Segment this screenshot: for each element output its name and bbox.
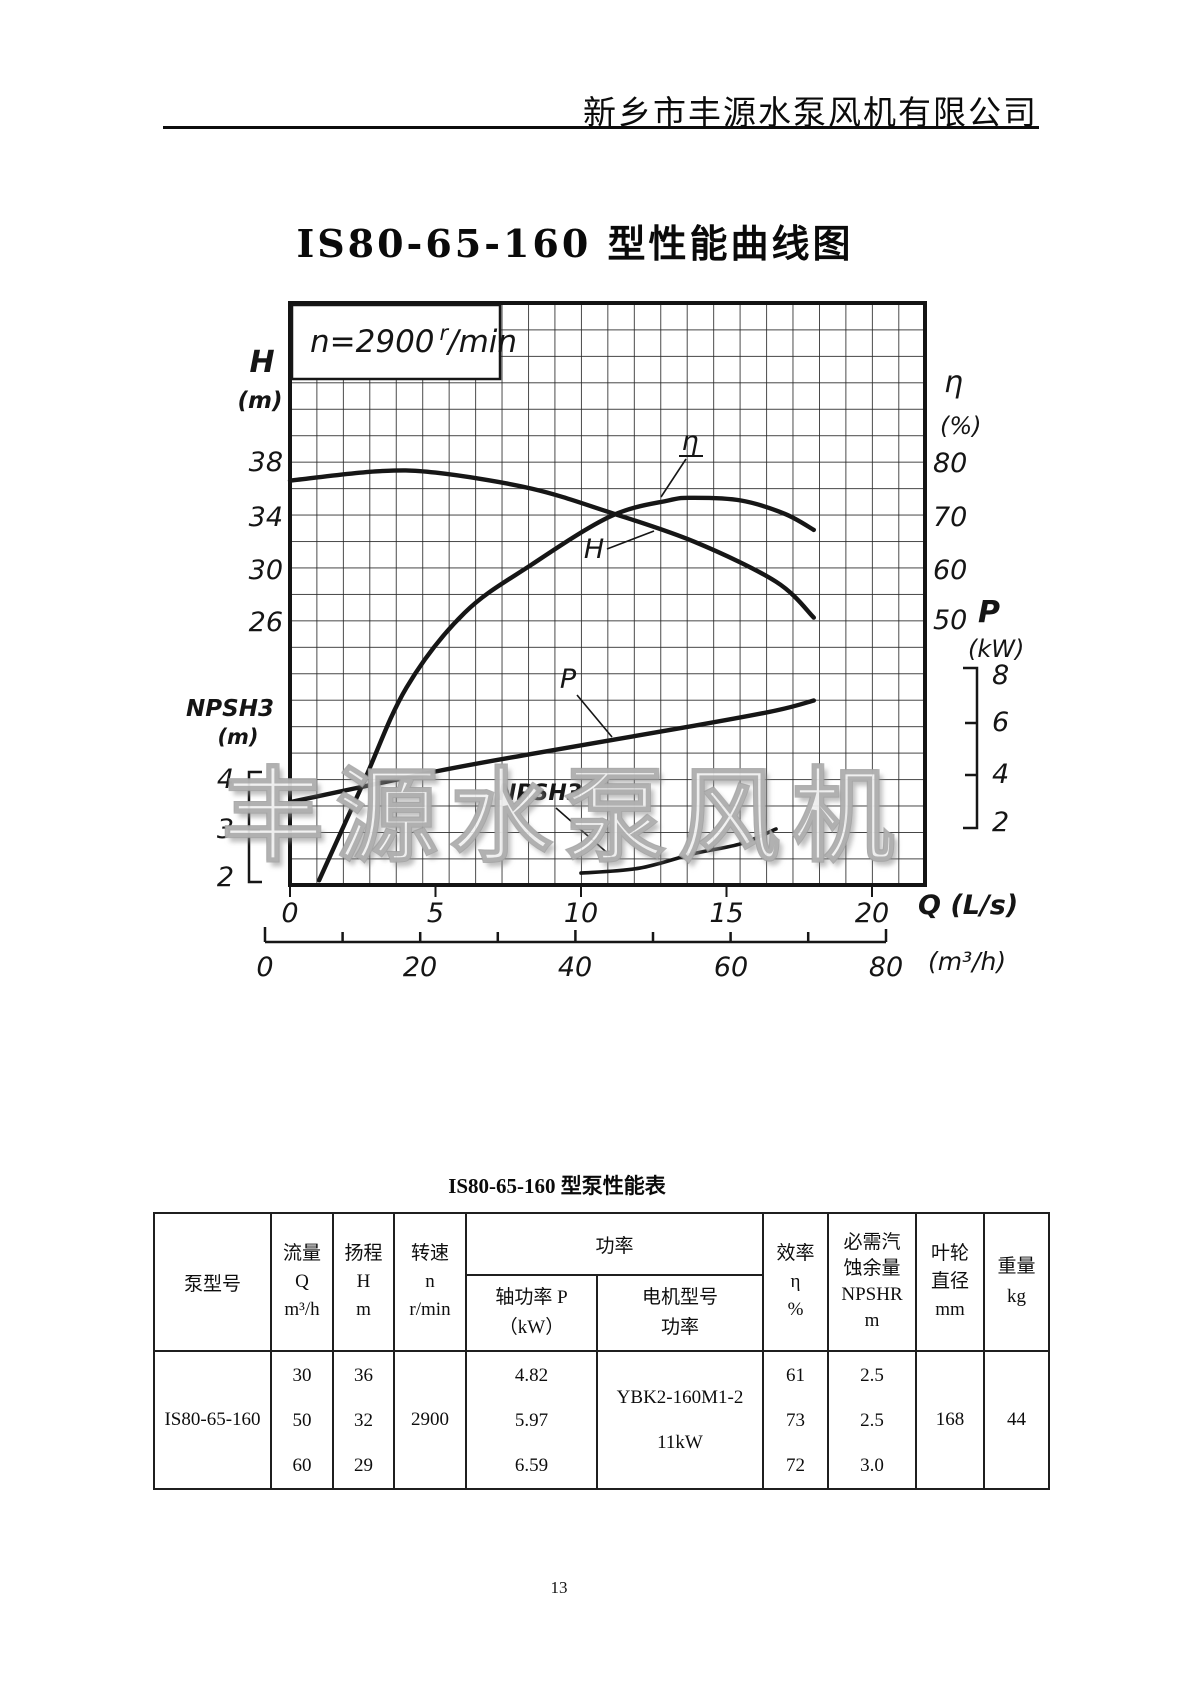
q-ls-axis-label: Q (L/s) [918, 890, 1018, 921]
eta-leader-line [660, 458, 687, 498]
p-curve-label: P [560, 664, 577, 695]
chart-title: IS80-65-160 型性能曲线图 [296, 221, 854, 266]
watermark: 丰源水泵风机 [221, 757, 906, 878]
eta-axis-tick: 70 [933, 502, 967, 533]
p-axis-tick: 8 [992, 660, 1009, 691]
q-m3h-tick-label: 80 [869, 952, 903, 983]
npsh-axis-label: NPSH3 [186, 696, 274, 722]
h-axis-tick: 30 [249, 555, 283, 586]
q-m3h-ruler [263, 927, 888, 944]
cell-speed: 2900 [393, 1350, 467, 1490]
page-number: 13 [550, 1578, 568, 1597]
h-axis-tick: 26 [249, 607, 283, 638]
h-axis-tick: 34 [249, 502, 283, 533]
npsh-axis-bracket [247, 770, 262, 884]
col-shaft-power: 轴功率 P （kW） [465, 1274, 598, 1352]
npsh-axis-tick: 4 [217, 764, 234, 795]
table-title: IS80-65-160 型泵性能表 [448, 1174, 666, 1198]
q-m3h-tick-label: 60 [714, 952, 748, 983]
cell-lift: 36 32 29 [332, 1350, 395, 1490]
cell-flow: 30 50 60 [270, 1350, 334, 1490]
q-ls-tick-label: 15 [709, 898, 743, 929]
cell-shaft-power: 4.82 5.97 6.59 [465, 1350, 598, 1490]
npsh-axis-tick: 2 [217, 862, 234, 893]
col-weight: 重量 kg [983, 1212, 1051, 1352]
plot-border [288, 301, 927, 887]
p-axis-bracket [963, 666, 979, 830]
npsh-axis-tick: 3 [217, 814, 234, 845]
h-leader-line [606, 530, 655, 550]
q-ls-tick-label: 10 [564, 898, 598, 929]
p-axis-label: P [978, 595, 1000, 630]
q-ls-tick-label: 5 [427, 898, 444, 929]
eta-axis-unit: (%) [940, 412, 982, 440]
q-m3h-tick-label: 40 [558, 952, 592, 983]
h-axis-unit: (m) [238, 388, 283, 414]
q-ls-tick-label: 0 [281, 898, 298, 929]
cell-npshr: 2.5 2.5 3.0 [827, 1350, 918, 1490]
col-flow: 流量 Q m³/h [270, 1212, 334, 1352]
curve-H [287, 468, 816, 620]
col-lift: 扬程 H m [332, 1212, 395, 1352]
col-model: 泵型号 [153, 1212, 272, 1352]
h-axis-label: H [249, 345, 274, 380]
eta-curve-label: η [681, 426, 698, 457]
curve-NPSH3 [579, 827, 778, 875]
p-axis-tick: 2 [992, 807, 1009, 838]
p-axis-tick: 4 [992, 759, 1009, 790]
p-axis-unit: (kW) [968, 635, 1024, 663]
col-efficiency: 效率 η % [762, 1212, 830, 1352]
p-leader-line [576, 694, 613, 738]
q-m3h-tick-label: 0 [256, 952, 273, 983]
curves-group [287, 468, 816, 883]
plot-grid [290, 303, 925, 885]
cell-weight: 44 [983, 1350, 1051, 1490]
q-ls-ticks [289, 886, 873, 897]
curve-P [287, 698, 816, 805]
cell-efficiency: 61 73 72 [762, 1350, 830, 1490]
q-m3h-tick-label: 20 [403, 952, 437, 983]
cell-model: IS80-65-160 [153, 1350, 272, 1490]
eta-axis-tick: 60 [933, 555, 967, 586]
cell-impeller: 168 [915, 1350, 986, 1490]
col-impeller: 叶轮 直径 mm [915, 1212, 986, 1352]
npsh-leader-line [555, 807, 613, 858]
pump-spec-table: 泵型号 流量 Q m³/h 扬程 H m 转速 n r/min 功率 [153, 1212, 1051, 1490]
col-npshr: 必需汽 蚀余量 NPSHR m [827, 1212, 918, 1352]
h-curve-label: H [584, 534, 604, 565]
p-axis-tick: 6 [992, 707, 1009, 738]
speed-note: n=2900 r/min [310, 321, 517, 360]
speed-box [290, 303, 502, 381]
q-m3h-axis-label: (m³/h) [928, 947, 1006, 976]
npsh-axis-unit: (m) [217, 725, 258, 749]
col-motor: 电机型号 功率 [595, 1274, 765, 1352]
eta-axis-label: η [944, 365, 963, 400]
col-speed: 转速 n r/min [393, 1212, 467, 1352]
q-ls-tick-label: 20 [855, 898, 889, 929]
eta-axis-tick: 80 [933, 448, 967, 479]
header-rule [163, 126, 1039, 129]
h-axis-tick: 38 [249, 447, 283, 478]
cell-motor: YBK2-160M1-2 11kW [595, 1350, 765, 1490]
npsh-curve-label: NPSH3 [498, 781, 582, 806]
curve-eta [316, 495, 816, 883]
table-row: IS80-65-160 30 50 60 36 32 29 2900 4.82 … [153, 1350, 1051, 1490]
col-power: 功率 [464, 1212, 765, 1276]
performance-chart: n=2900 r/min H (m) 38 34 30 26 η (%) 80 7… [186, 301, 1024, 983]
eta-axis-tick: 50 [933, 605, 967, 636]
